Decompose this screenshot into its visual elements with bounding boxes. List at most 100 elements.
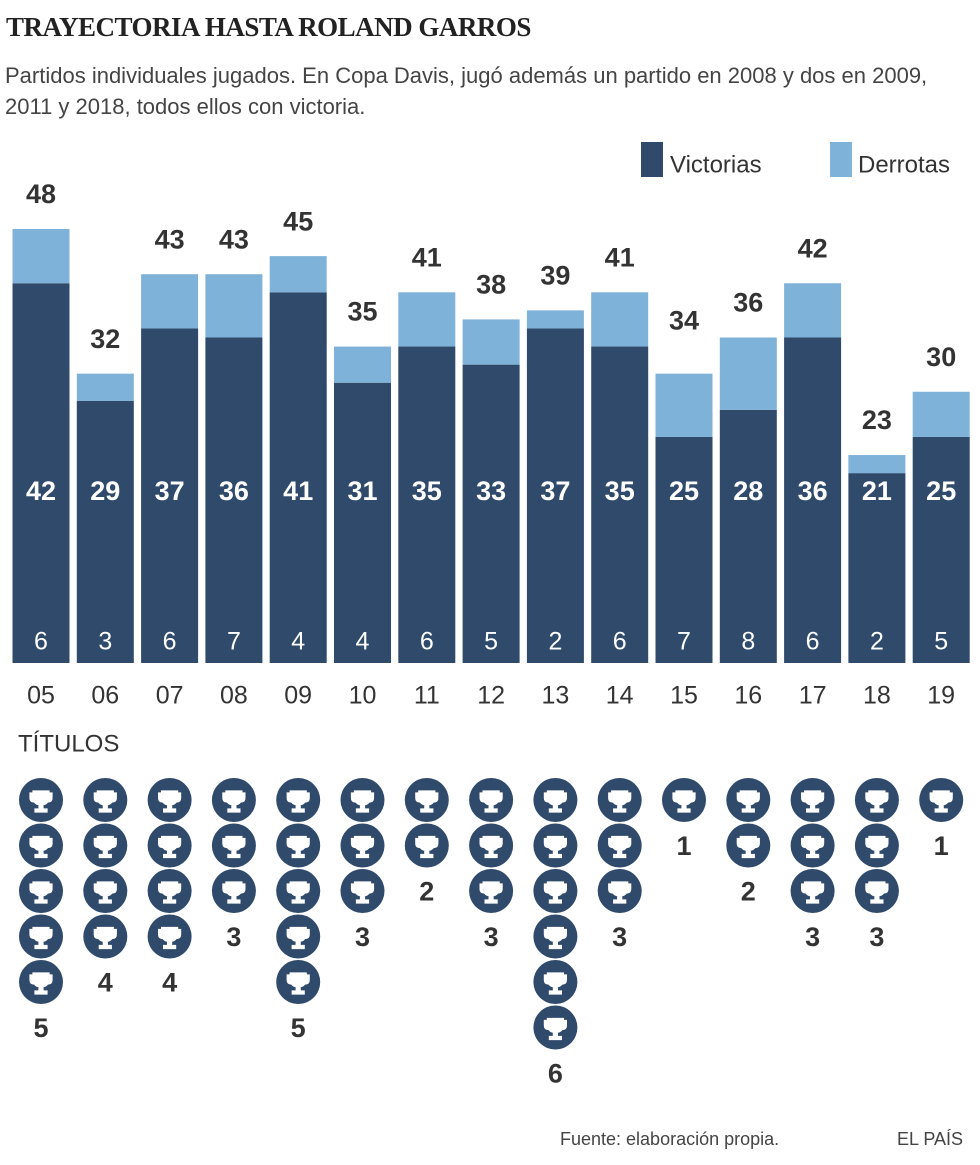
trophy-icon	[83, 869, 128, 913]
titles-count: 2	[419, 877, 434, 907]
titles-count: 4	[162, 968, 177, 998]
trophy-icon	[469, 778, 514, 822]
total-label: 23	[862, 405, 892, 435]
legend-label: Victorias	[670, 151, 762, 178]
bar-segment	[12, 283, 70, 663]
trophy-icon	[662, 778, 706, 822]
x-tick-label: 13	[541, 682, 569, 710]
x-tick-label: 16	[734, 682, 762, 710]
trophy-icon	[340, 778, 385, 822]
source: Fuente: elaboración propia.	[560, 1129, 779, 1149]
bar-segment	[141, 328, 199, 663]
total-label: 48	[26, 179, 56, 209]
trophy-icon	[147, 869, 192, 913]
titles-count: 3	[484, 922, 499, 952]
trophy-icon	[276, 914, 321, 959]
trophy-cup	[415, 835, 439, 859]
trophy-icon	[211, 778, 256, 822]
bar-value-label: 2	[548, 628, 562, 656]
bar-segment	[76, 373, 134, 401]
bar-value-label: 41	[283, 476, 313, 506]
legend-swatch	[830, 142, 852, 177]
trophy-icon	[83, 823, 128, 868]
trophy-icon	[19, 778, 63, 822]
bar-value-label: 6	[34, 628, 48, 656]
bar-segment	[398, 346, 456, 663]
titles-count: 1	[676, 831, 691, 861]
trophy-cup	[865, 835, 889, 859]
trophy-icon	[340, 823, 385, 868]
bar-value-label: 6	[806, 628, 820, 656]
trophy-icon	[276, 823, 321, 868]
trophy-cup	[865, 881, 889, 904]
bar-value-label: 6	[613, 628, 627, 656]
trophy-icon	[726, 778, 771, 822]
trophy-icon	[790, 869, 835, 913]
trophy-icon	[469, 869, 514, 913]
bar-segment	[76, 400, 134, 663]
x-tick-label: 11	[414, 682, 440, 710]
trophy-cup	[479, 835, 503, 859]
trophy-icon	[790, 823, 835, 868]
bar-segment	[719, 337, 777, 410]
titles-count: 3	[226, 922, 241, 952]
trophy-icon	[854, 823, 899, 868]
x-tick-label: 14	[606, 682, 634, 710]
trophy-cup	[222, 881, 246, 904]
trophy-cup	[29, 790, 53, 813]
bar-segment	[848, 473, 906, 663]
trophy-icon	[276, 778, 321, 822]
trophy-icon	[533, 914, 578, 959]
total-label: 41	[605, 242, 635, 272]
x-tick-label: 07	[156, 682, 184, 710]
trophy-cup	[93, 835, 117, 859]
titles-count: 5	[33, 1013, 48, 1043]
titles-count: 1	[934, 831, 949, 861]
trophy-cup	[286, 972, 310, 995]
bar-segment	[655, 436, 713, 663]
trophy-icon	[919, 778, 964, 822]
total-label: 43	[155, 224, 185, 254]
trophy-cup	[672, 790, 696, 813]
trophy-icon	[83, 778, 128, 822]
trophy-icon	[597, 778, 642, 822]
bar-value-label: 35	[605, 476, 635, 506]
trophy-cup	[93, 790, 117, 813]
trophy-icon	[726, 823, 771, 868]
titles-count: 3	[869, 922, 884, 952]
titles-count: 3	[805, 922, 820, 952]
x-tick-label: 10	[349, 682, 377, 710]
trophy-icon	[276, 869, 321, 913]
total-label: 39	[540, 261, 570, 291]
legend-swatch	[641, 142, 663, 177]
x-tick-label: 09	[284, 682, 312, 710]
titles-count: 6	[548, 1059, 563, 1089]
bar-value-label: 5	[484, 628, 498, 656]
trophy-icon	[533, 869, 578, 913]
bar-value-label: 2	[870, 628, 884, 656]
bar-segment	[398, 292, 456, 347]
trophy-cup	[608, 790, 632, 813]
trophy-cup	[543, 1017, 568, 1041]
total-label: 42	[798, 233, 828, 263]
trophy-cup	[93, 881, 117, 904]
trophy-cup	[543, 972, 568, 995]
bar-segment	[526, 328, 584, 663]
bar-value-label: 8	[741, 628, 755, 656]
trophy-cup	[158, 926, 182, 950]
bar-segment	[912, 436, 970, 663]
trophy-cup	[29, 881, 53, 904]
bar-value-label: 35	[412, 476, 442, 506]
total-label: 32	[90, 324, 120, 354]
trophy-cup	[800, 881, 825, 904]
trophy-icon	[790, 778, 835, 822]
titles-count: 3	[612, 922, 627, 952]
bar-segment	[12, 229, 70, 284]
bar-segment	[912, 391, 970, 437]
trophy-cup	[29, 972, 53, 995]
titles-count: 4	[98, 968, 113, 998]
trophy-icon	[19, 914, 63, 959]
bar-segment	[205, 337, 263, 663]
x-tick-label: 19	[927, 682, 955, 710]
